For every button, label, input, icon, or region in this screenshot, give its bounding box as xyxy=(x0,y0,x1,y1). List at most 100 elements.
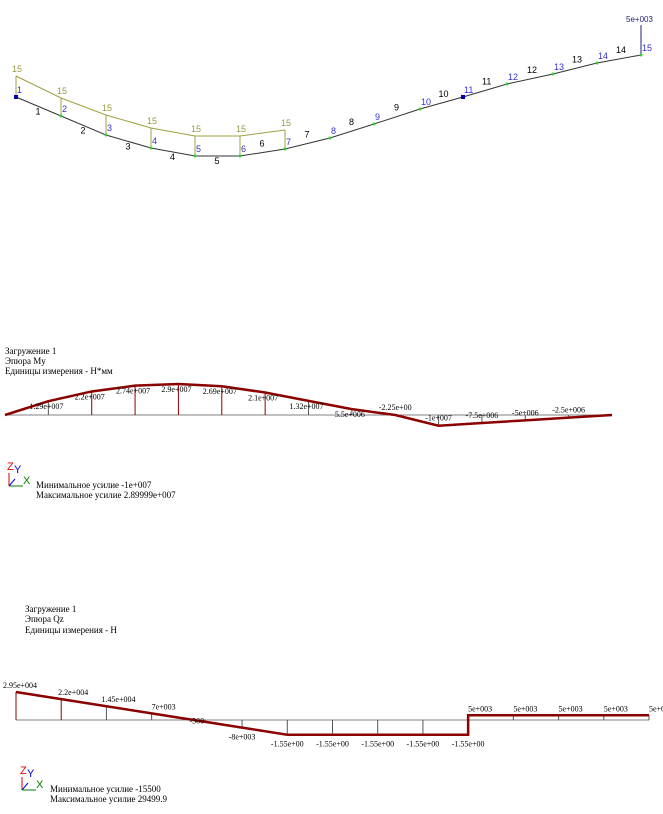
node-marker xyxy=(372,122,376,126)
data-label: 7e+003 xyxy=(152,702,176,711)
my-diagram-title: Эпюра My xyxy=(5,356,46,366)
element-label: 2 xyxy=(81,126,86,136)
load-label: 15 xyxy=(236,124,246,134)
diagram-curve xyxy=(4,382,613,427)
load-label: 15 xyxy=(57,86,67,96)
node-label: 4 xyxy=(152,136,157,146)
node-marker xyxy=(639,53,643,57)
node-label: 6 xyxy=(241,144,246,154)
element-label: 3 xyxy=(126,142,131,152)
my-y-axis-arrow-icon xyxy=(8,478,16,487)
my-units: Единицы измерения - Н*мм xyxy=(5,366,113,376)
node-marker xyxy=(238,154,242,158)
node-support-marker xyxy=(14,95,18,99)
data-label: -7.5e+006 xyxy=(466,411,499,420)
my-max-label: Максимальное усилие 2.89999e+007 xyxy=(36,490,176,500)
data-label: 5.5e+006 xyxy=(335,410,365,419)
element-label: 6 xyxy=(260,139,265,149)
my-x-axis-label: X xyxy=(23,475,31,487)
data-label: 2.2e+004 xyxy=(58,688,88,697)
data-label: -1.55e+00 xyxy=(407,740,440,749)
load-label: 15 xyxy=(102,103,112,113)
my-min-label: Минимальное усилие -1e+007 xyxy=(36,480,152,490)
data-label: 2.69e+007 xyxy=(203,387,237,396)
element-label: 7 xyxy=(305,130,310,140)
qz-diagram-title: Эпюра Qz xyxy=(25,614,64,624)
qz-units: Единицы измерения - Н xyxy=(25,625,117,635)
qz-x-axis-label: X xyxy=(36,779,44,791)
element-label: 9 xyxy=(394,103,399,113)
node-label: 9 xyxy=(375,112,380,122)
data-label: -8e+003 xyxy=(229,733,256,742)
node-support-marker xyxy=(461,95,465,99)
node-label: 1 xyxy=(17,85,22,95)
data-label: -500 xyxy=(190,716,205,725)
data-label: -2.5e+006 xyxy=(552,406,585,415)
node-label: 11 xyxy=(464,85,473,95)
data-label: -1e+007 xyxy=(425,414,452,423)
load-label: 15 xyxy=(12,64,22,74)
element-label: 4 xyxy=(170,152,175,162)
node-label: 10 xyxy=(421,97,431,107)
node-marker xyxy=(283,147,287,151)
data-label: 2.74e+007 xyxy=(116,387,150,396)
node-marker xyxy=(328,136,332,140)
data-label: -5e+006 xyxy=(512,408,539,417)
data-label: 1.45e+004 xyxy=(101,695,135,704)
qz-z-axis-label: Z xyxy=(20,765,27,777)
element-label: 13 xyxy=(572,55,582,65)
node-marker xyxy=(104,133,108,137)
element-label: 10 xyxy=(439,89,449,99)
qz-min-label: Минимальное усилие -15500 xyxy=(50,784,161,794)
node-label: 7 xyxy=(286,137,291,147)
qz-load-case: Загружение 1 xyxy=(25,604,77,614)
qz-y-axis-label: Y xyxy=(27,768,35,780)
node-label: 3 xyxy=(107,123,112,133)
data-label: 5e+003 xyxy=(513,704,537,713)
diagram-curve xyxy=(15,690,649,736)
qz-y-axis-arrow-icon xyxy=(21,782,29,791)
data-label: 2.9e+007 xyxy=(161,385,191,394)
element-label: 5 xyxy=(215,156,220,166)
data-label: 1.29e+007 xyxy=(29,402,63,411)
node-marker xyxy=(551,72,555,76)
end-load-label: 5e+003 xyxy=(626,15,653,24)
load-label: 15 xyxy=(191,124,201,134)
node-label: 13 xyxy=(554,62,564,72)
data-label: 5e+003 xyxy=(468,704,492,713)
data-label: 2.95e+004 xyxy=(3,681,37,690)
node-marker xyxy=(595,61,599,65)
node-label: 2 xyxy=(62,104,67,114)
data-label: 2.2e+007 xyxy=(75,392,105,401)
node-marker xyxy=(59,114,63,118)
node-marker xyxy=(418,107,422,111)
element-label: 11 xyxy=(482,77,491,87)
my-z-axis-label: Z xyxy=(7,461,14,473)
data-label: -1.55e+00 xyxy=(316,740,349,749)
my-y-axis-label: Y xyxy=(14,464,22,476)
data-label: 5e+003 xyxy=(559,704,583,713)
data-label: 5e+003 xyxy=(649,704,663,713)
node-label: 8 xyxy=(331,126,336,136)
load-label: 15 xyxy=(281,118,291,128)
node-label: 15 xyxy=(642,43,652,53)
node-marker xyxy=(505,82,509,86)
qz-max-label: Максимальное усилие 29499.9 xyxy=(50,794,168,804)
element-label: 12 xyxy=(527,65,537,75)
data-label: -2.25e+00 xyxy=(379,403,412,412)
data-label: -1.55e+00 xyxy=(271,740,304,749)
data-label: -1.55e+00 xyxy=(361,740,394,749)
element-label: 1 xyxy=(36,107,41,117)
node-label: 14 xyxy=(598,51,608,61)
node-label: 5 xyxy=(196,144,201,154)
node-label: 12 xyxy=(508,72,518,82)
element-label: 14 xyxy=(616,45,626,55)
node-marker xyxy=(149,146,153,150)
load-label: 15 xyxy=(147,116,157,126)
data-label: 5e+003 xyxy=(604,704,628,713)
data-label: 1.32e+007 xyxy=(289,402,323,411)
data-label: -1.55e+00 xyxy=(452,740,485,749)
element-label: 8 xyxy=(349,117,354,127)
